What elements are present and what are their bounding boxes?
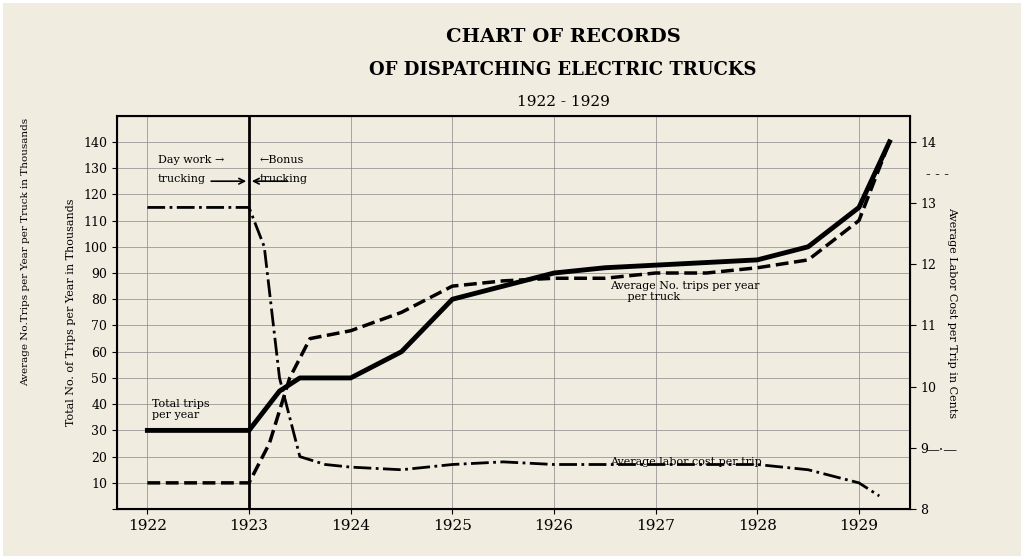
Text: 1922 - 1929: 1922 - 1929 bbox=[517, 95, 609, 109]
Text: - - -: - - - bbox=[926, 168, 948, 182]
Y-axis label: Average Labor Cost per Trip in Cents: Average Labor Cost per Trip in Cents bbox=[947, 207, 957, 418]
Text: Average No.Trips per Year per Truck in Thousands: Average No.Trips per Year per Truck in T… bbox=[22, 117, 30, 386]
Text: Average No. trips per year
     per truck: Average No. trips per year per truck bbox=[610, 281, 760, 302]
Text: CHART OF RECORDS: CHART OF RECORDS bbox=[445, 28, 681, 46]
Text: trucking: trucking bbox=[259, 174, 307, 183]
Text: Total trips
per year: Total trips per year bbox=[153, 399, 210, 420]
Text: Average labor cost per trip: Average labor cost per trip bbox=[610, 457, 762, 467]
Text: Day work →: Day work → bbox=[158, 155, 224, 165]
Text: —·—: —·— bbox=[926, 443, 957, 457]
Text: ←Bonus: ←Bonus bbox=[259, 155, 303, 165]
Text: trucking: trucking bbox=[158, 174, 206, 183]
Y-axis label: Total No. of Trips per Year in Thousands: Total No. of Trips per Year in Thousands bbox=[67, 198, 76, 426]
Text: OF DISPATCHING ELECTRIC TRUCKS: OF DISPATCHING ELECTRIC TRUCKS bbox=[370, 61, 757, 79]
